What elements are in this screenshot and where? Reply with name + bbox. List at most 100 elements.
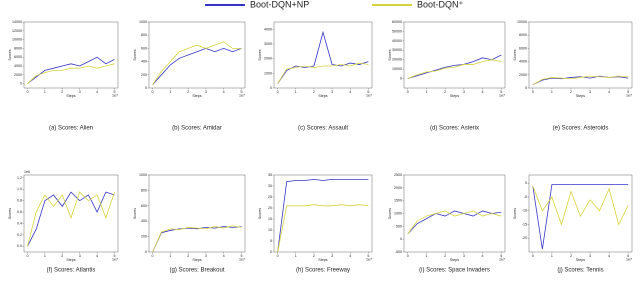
y-tick-label: 10000 [392,67,402,71]
x-tick-label: 5 [240,254,242,258]
x-axis-label: Steps [576,258,585,262]
x-tick-label: 0 [407,90,409,94]
y-axis-label: Scores [8,49,12,60]
x-offset-label: 1e7 [366,257,372,261]
series-line [152,225,242,253]
y-offset-label: 1e6 [24,170,30,174]
x-axis-label: Steps [192,94,201,98]
y-tick-label: 20000 [392,58,402,62]
panel-caption: (c) Scores: Assault [298,126,348,132]
plot-area [273,174,373,253]
series-line [407,210,502,235]
y-tick-label: 4000 [264,27,272,31]
x-tick-label: 5 [367,254,369,258]
series-line [407,54,502,79]
series-line [27,56,115,84]
y-tick-label: -5 [524,195,527,199]
x-axis-label: Steps [450,94,459,98]
y-tick-label: 2000 [394,186,402,190]
x-tick-label: 0 [407,254,409,258]
y-tick-label: 15 [268,217,272,221]
y-tick-label: 0.2 [17,233,22,237]
y-axis-label: Scores [258,49,262,60]
x-tick-label: 1 [551,254,553,258]
x-offset-label: 1e7 [112,257,118,261]
x-tick-label: 5 [114,254,116,258]
y-tick-label: 1500 [394,199,402,203]
y-tick-label: 6000 [519,46,527,50]
x-tick-label: 3 [331,254,333,258]
series-line [277,62,369,84]
x-tick-label: 1 [295,254,297,258]
y-tick-label: 0 [525,86,527,90]
y-tick-label: 0 [20,82,22,86]
x-tick-label: 3 [205,90,207,94]
series-line [532,75,629,86]
x-tick-label: 4 [608,90,610,94]
x-tick-label: 3 [589,90,591,94]
x-offset-label: 1e7 [239,257,245,261]
y-tick-label: 0 [145,250,147,254]
y-tick-label: -500 [395,250,402,254]
x-tick-label: 1 [295,90,297,94]
x-tick-label: 2 [570,254,572,258]
plot-area [148,174,246,253]
series-line [152,41,242,85]
x-tick-label: 3 [589,254,591,258]
series-line [532,185,629,226]
x-tick-label: 2 [444,254,446,258]
y-tick-label: 4000 [14,64,22,68]
plot-area [528,21,633,89]
plot-area [148,21,246,89]
y-tick-label: 600 [141,46,147,50]
plot-area [528,174,633,253]
x-tick-label: 2 [313,90,315,94]
series-line [277,30,369,84]
series-line [27,191,115,247]
y-tick-label: 0 [270,250,272,254]
y-tick-label: 30 [268,184,272,188]
x-tick-label: 0 [152,254,154,258]
x-tick-label: 4 [96,254,98,258]
x-offset-label: 1e7 [239,93,245,97]
series-line [407,210,502,235]
panel-caption: (b) Scores: Amidar [172,126,222,132]
y-tick-label: 800 [141,33,147,37]
x-tick-label: 3 [463,90,465,94]
y-axis-label: Scores [513,49,517,60]
x-axis-label: Steps [318,94,327,98]
y-tick-label: 20 [268,206,272,210]
panel-caption: (i) Scores: Space Invaders [419,268,490,274]
panel-caption: (f) Scores: Atlantis [47,268,96,274]
x-tick-label: 0 [152,90,154,94]
x-tick-label: 1 [169,254,171,258]
x-tick-label: 5 [114,90,116,94]
x-tick-label: 0 [532,90,534,94]
x-tick-label: 0 [277,90,279,94]
series-line [277,204,369,253]
y-tick-label: 1000 [139,20,147,24]
x-tick-label: 4 [482,90,484,94]
series-line [27,191,115,247]
y-tick-label: 30000 [392,48,402,52]
x-offset-label: 1e7 [366,93,372,97]
y-tick-label: 0.8 [17,199,22,203]
series-line [532,184,629,250]
x-offset-label: 1e7 [112,93,118,97]
y-tick-label: 60000 [392,20,402,24]
x-tick-label: 1 [44,90,46,94]
y-tick-label: 0.6 [17,210,22,214]
x-axis-label: Steps [576,94,585,98]
y-tick-label: 200 [141,235,147,239]
y-tick-label: 1.2 [17,176,22,180]
x-offset-label: 1e7 [626,257,632,261]
y-tick-label: 2500 [394,173,402,177]
y-tick-label: 10 [268,228,272,232]
x-tick-label: 1 [425,254,427,258]
y-tick-label: -15 [522,222,527,226]
x-tick-label: 0 [26,254,28,258]
x-tick-label: 2 [313,254,315,258]
y-tick-label: 35 [268,173,272,177]
y-tick-label: 25 [268,195,272,199]
